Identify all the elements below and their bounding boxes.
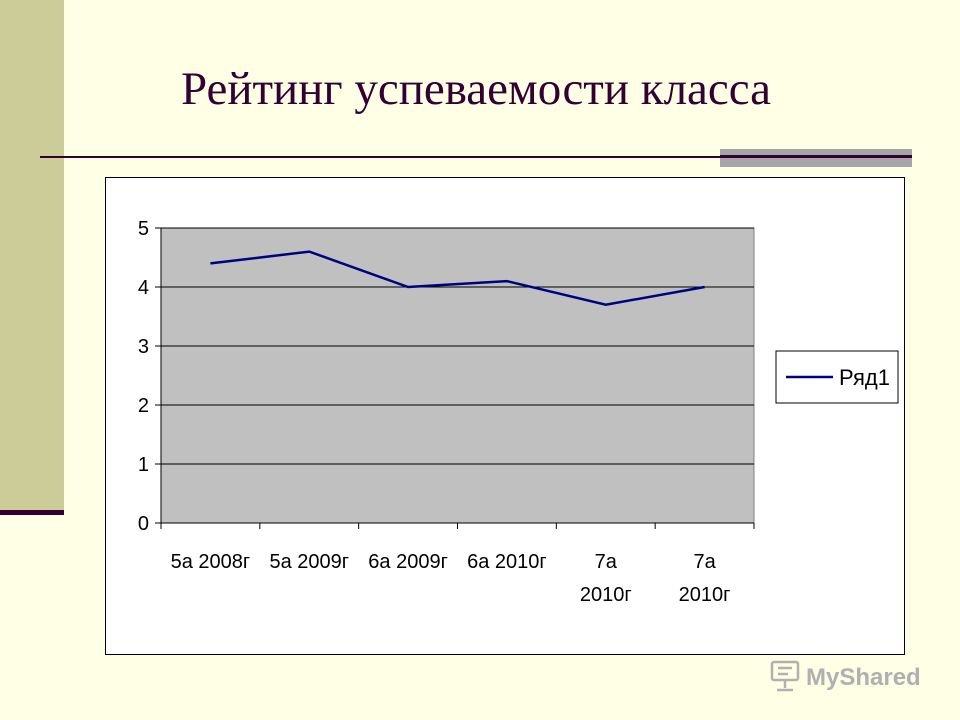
watermark-text: MyShared: [806, 664, 921, 691]
chart-container: 0 1 2 3 4 5 5а 2008г 5а 2009г 6а 2009г 6а 2010г 7…: [105, 177, 905, 655]
plot-area: [160, 227, 755, 524]
slide-title: Рейтинг успеваемости класса: [180, 63, 772, 115]
x-tick-label: 6а 2010г: [467, 551, 547, 573]
y-tick-label: 0: [138, 513, 149, 535]
title-underline: [40, 156, 912, 158]
title-underline-accent: [720, 149, 912, 167]
series-line: [210, 250, 705, 306]
line-chart: 0 1 2 3 4 5 5а 2008г 5а 2009г 6а 2009г 6а 2010г 7…: [138, 218, 899, 606]
x-tick-label: 7а 2010г: [679, 551, 731, 606]
x-tick-label: 5а 2008г: [171, 551, 251, 573]
watermark-logo: MyShared: [770, 660, 921, 692]
y-tick-label: 1: [138, 454, 149, 476]
left-decor-band-base: [0, 510, 64, 515]
x-tick-label: 5а 2009г: [269, 551, 349, 573]
x-tick-label: 7а 2010г: [580, 551, 632, 606]
y-tick-label: 3: [138, 336, 149, 358]
presentation-board-icon: [770, 660, 800, 692]
y-tick-label: 5: [138, 218, 149, 240]
y-tick-label: 2: [138, 395, 149, 417]
legend-label: Ряд1: [839, 365, 890, 390]
y-tick-label: 4: [138, 277, 149, 299]
legend: Ряд1: [775, 350, 899, 404]
left-decor-band: [0, 0, 64, 512]
x-tick-label: 6а 2009г: [368, 551, 448, 573]
